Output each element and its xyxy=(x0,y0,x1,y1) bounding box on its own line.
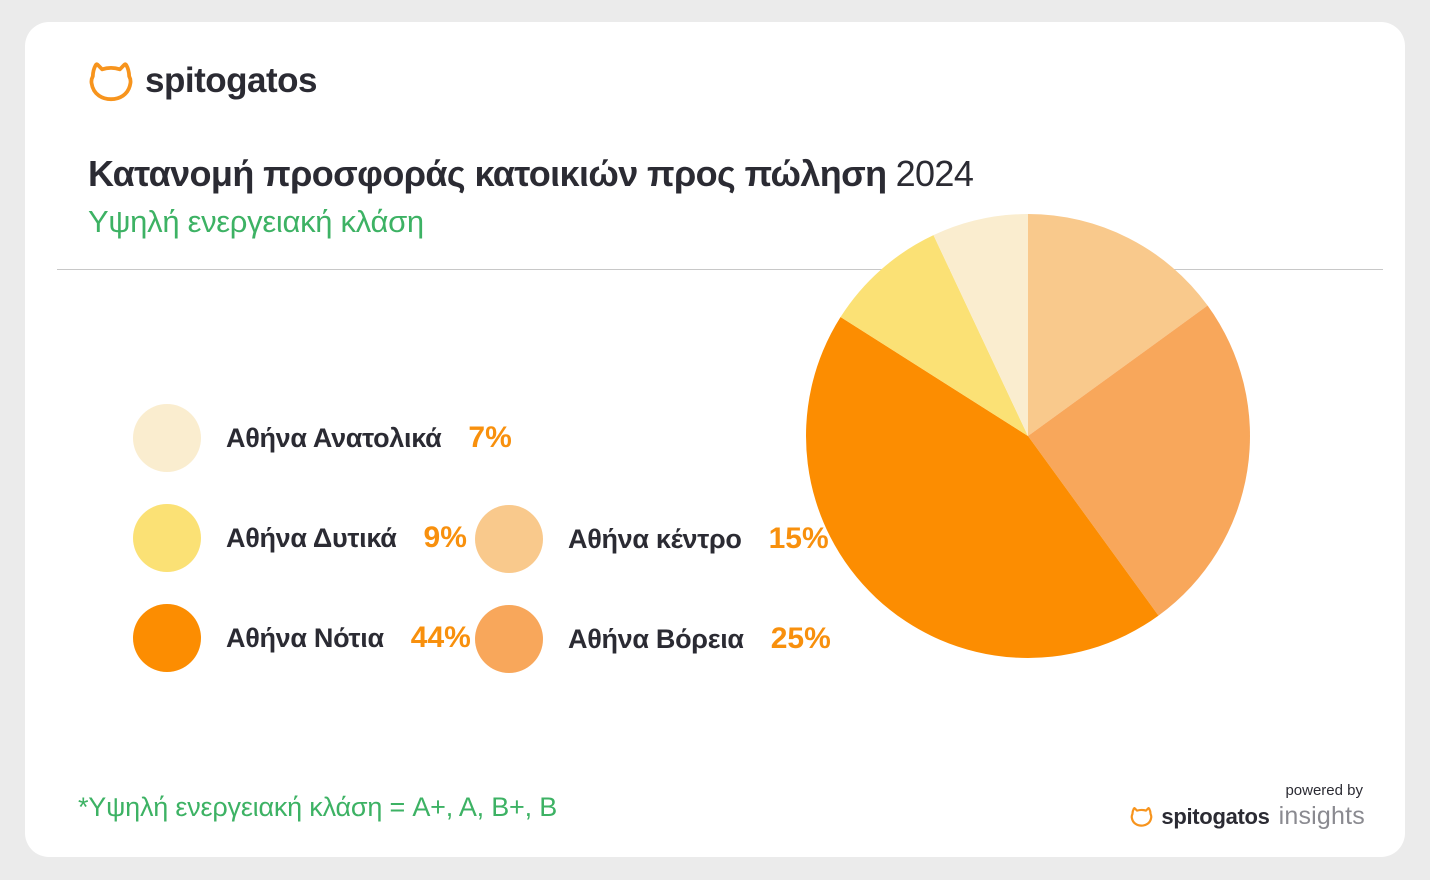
brand-logo: spitogatos xyxy=(88,60,317,102)
infographic-card: spitogatos Κατανομή προσφοράς κατοικιών … xyxy=(25,22,1405,857)
pie-slice-1 xyxy=(1028,305,1250,616)
legend-swatch-dytika xyxy=(133,504,201,572)
legend-label: Αθήνα Δυτικά xyxy=(226,522,397,553)
pie-slice-4 xyxy=(933,214,1028,436)
divider-line xyxy=(57,269,1383,270)
powered-by-label: powered by xyxy=(1285,782,1363,799)
title-year: 2024 xyxy=(895,153,974,194)
legend-item-voreia: Αθήνα Βόρεια 25% xyxy=(475,605,831,673)
legend-label: Αθήνα κέντρο xyxy=(568,523,742,554)
legend-item-kentro: Αθήνα κέντρο 15% xyxy=(475,505,831,573)
legend-value: 7% xyxy=(468,421,512,454)
legend-swatch-anatolika xyxy=(133,404,201,472)
legend-swatch-notia xyxy=(133,604,201,672)
powered-by-brand: spitogatos xyxy=(1161,803,1270,829)
legend-value: 15% xyxy=(768,522,829,555)
legend-column-2: Αθήνα κέντρο 15% Αθήνα Βόρεια 25% xyxy=(475,505,831,673)
title-main: Κατανομή προσφοράς κατοικιών προς πώληση xyxy=(88,153,887,194)
pie-chart xyxy=(806,214,1250,658)
powered-by-brand-row: spitogatos insights xyxy=(1130,802,1365,831)
legend-value: 44% xyxy=(410,621,471,654)
legend-label: Αθήνα Ανατολικά xyxy=(226,422,442,453)
legend-swatch-voreia xyxy=(475,605,543,673)
legend-item-dytika: Αθήνα Δυτικά 9% xyxy=(133,504,512,572)
pie-slice-2 xyxy=(806,317,1159,658)
legend-column-1: Αθήνα Ανατολικά 7% Αθήνα Δυτικά 9% Αθήνα… xyxy=(133,404,512,672)
brand-logo-text: spitogatos xyxy=(145,61,317,100)
page-subtitle: Υψηλή ενεργειακή κλάση xyxy=(88,204,424,239)
legend-label: Αθήνα Βόρεια xyxy=(568,623,744,654)
legend-value: 9% xyxy=(423,521,467,554)
powered-by-block: powered by spitogatos insights xyxy=(1130,782,1365,831)
cat-logo-icon xyxy=(89,62,133,102)
legend-swatch-kentro xyxy=(475,505,543,573)
legend-item-notia: Αθήνα Νότια 44% xyxy=(133,604,512,672)
pie-slice-0 xyxy=(1028,214,1208,436)
legend-item-anatolika: Αθήνα Ανατολικά 7% xyxy=(133,404,512,472)
powered-by-suffix: insights xyxy=(1278,802,1365,830)
pie-slice-3 xyxy=(840,235,1028,436)
legend-value: 25% xyxy=(770,622,831,655)
footnote: *Υψηλή ενεργειακή κλάση = A+, A, B+, B xyxy=(78,792,558,822)
cat-logo-icon-small xyxy=(1131,807,1153,827)
legend-label: Αθήνα Νότια xyxy=(226,622,384,653)
page-title: Κατανομή προσφοράς κατοικιών προς πώληση… xyxy=(88,153,974,195)
